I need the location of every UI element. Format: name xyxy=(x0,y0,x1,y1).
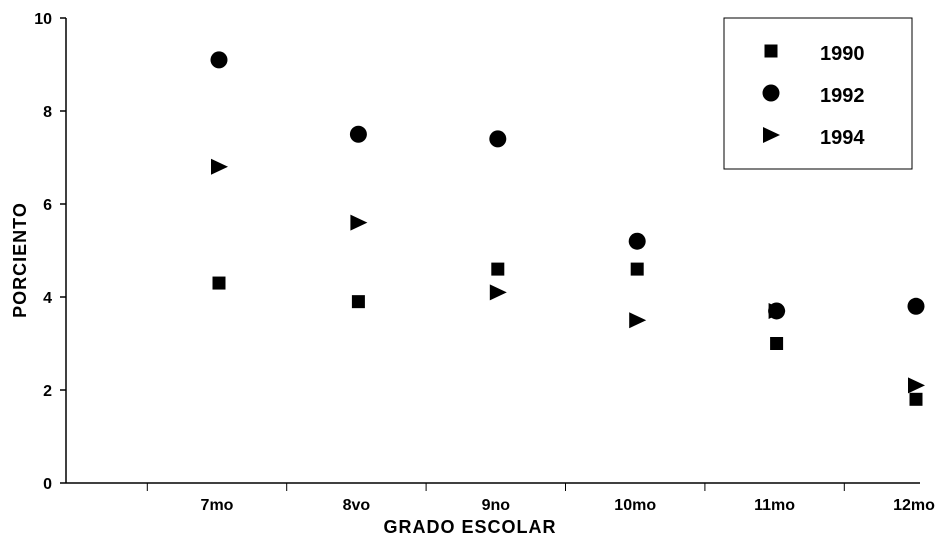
y-axis-title: PORCIENTO xyxy=(10,202,30,318)
marker-1990-8vo xyxy=(351,295,365,309)
marker-1994-7mo xyxy=(211,158,228,175)
marker-1990-9no xyxy=(491,262,505,276)
marker-1994-10mo xyxy=(629,312,647,329)
marker-1992-9no xyxy=(489,130,507,148)
x-axis-title: GRADO ESCOLAR xyxy=(383,517,556,537)
x-ticks: 7mo 8vo 9no 10mo 11mo 12mo xyxy=(146,483,935,514)
marker-1990-10mo xyxy=(630,262,644,276)
legend-box xyxy=(723,17,913,170)
marker-1990-12mo xyxy=(909,392,923,406)
x-tick-label: 7mo xyxy=(201,497,234,514)
y-tick-label: 4 xyxy=(43,290,52,307)
marker-1992-10mo xyxy=(628,232,646,250)
y-tick-label: 6 xyxy=(43,197,52,214)
legend: 1990 1992 1994 xyxy=(723,17,913,170)
legend-items: 1990 1992 1994 xyxy=(762,43,865,149)
y-axis: 0 2 4 6 8 10 xyxy=(34,11,67,493)
y-tick-label: 0 xyxy=(43,476,52,493)
x-tick-label: 9no xyxy=(482,497,511,514)
legend-marker-1990 xyxy=(764,44,778,58)
marker-1994-11mo xyxy=(768,302,786,319)
legend-marker-1994 xyxy=(763,127,780,143)
marker-1990-11mo xyxy=(770,337,784,350)
marker-1990-7mo xyxy=(212,276,226,290)
marker-1992-12mo xyxy=(907,297,925,315)
marker-1994-9no xyxy=(489,284,507,301)
marker-1992-8vo xyxy=(349,125,367,143)
marker-1994-8vo xyxy=(350,214,368,231)
marker-1994-12mo xyxy=(908,377,925,394)
x-axis: 7mo 8vo 9no 10mo 11mo 12mo xyxy=(66,482,935,514)
data-markers xyxy=(210,51,925,406)
legend-label: 1990 xyxy=(820,43,865,65)
legend-label: 1992 xyxy=(820,85,865,107)
x-tick-label: 11mo xyxy=(754,497,795,514)
marker-1992-7mo xyxy=(210,51,228,69)
legend-label: 1994 xyxy=(820,127,865,149)
y-tick-label: 2 xyxy=(43,383,52,400)
y-tick-label: 8 xyxy=(43,104,52,121)
x-tick-label: 10mo xyxy=(614,497,656,514)
x-tick-label: 8vo xyxy=(343,497,371,514)
legend-marker-1992 xyxy=(762,84,780,102)
y-ticks: 0 2 4 6 8 10 xyxy=(34,11,66,493)
y-tick-label: 10 xyxy=(34,11,52,28)
x-tick-label: 12mo xyxy=(893,497,935,514)
